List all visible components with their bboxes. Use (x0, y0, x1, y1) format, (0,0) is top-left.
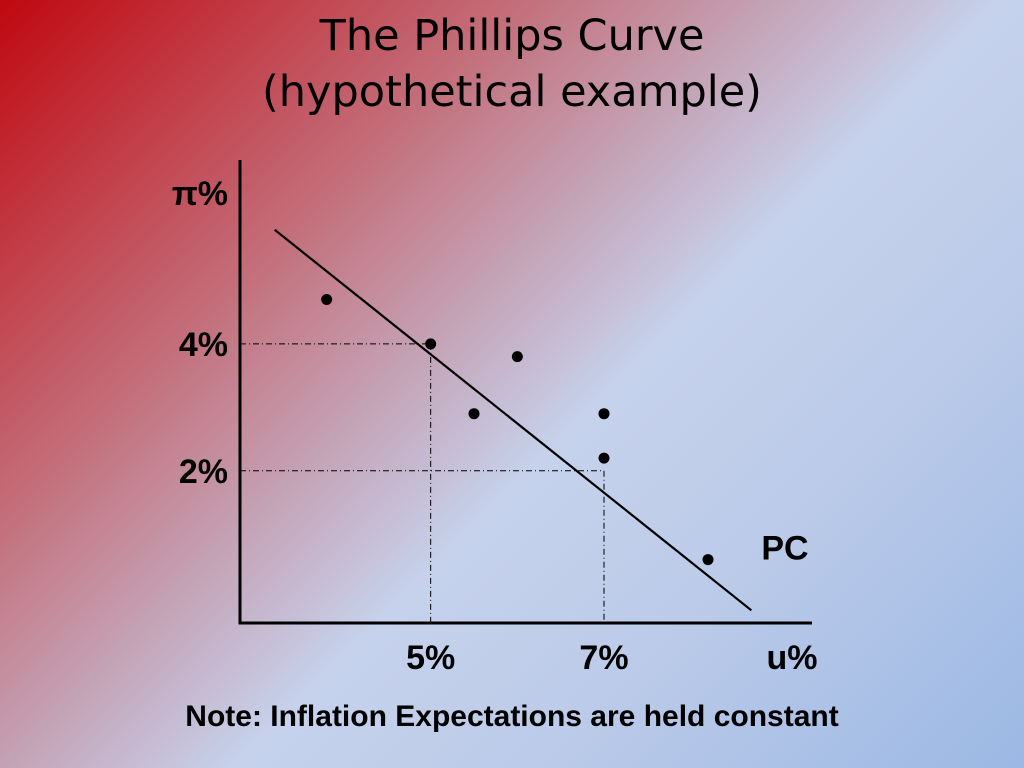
slide-title-line1: The Phillips Curve (319, 11, 705, 61)
data-point-0 (321, 294, 333, 306)
series-layer (273, 228, 753, 612)
data-point-1 (425, 338, 437, 350)
data-point-4 (598, 408, 610, 420)
data-point-5 (598, 452, 610, 464)
x-axis-label: u% (767, 639, 818, 677)
data-point-2 (511, 351, 523, 363)
data-point-6 (702, 554, 714, 566)
y-axis-label: π% (172, 175, 228, 213)
x-tick-label-1: 7% (579, 639, 628, 677)
note-text: Note: Inflation Expectations are held co… (185, 700, 839, 733)
data-point-3 (468, 408, 480, 420)
y-tick-label-0: 4% (179, 326, 228, 364)
pc-curve-label: PC (761, 529, 808, 567)
phillips-curve-line (273, 228, 753, 612)
x-tick-label-0: 5% (406, 639, 455, 677)
tick-labels: 5% 7% 4% 2% (179, 326, 629, 677)
slide-title-line2: (hypothetical example) (262, 67, 762, 117)
reference-lines (240, 343, 605, 623)
y-tick-label-1: 2% (179, 453, 228, 491)
slide-title: The Phillips Curve (hypothetical example… (0, 8, 1024, 120)
